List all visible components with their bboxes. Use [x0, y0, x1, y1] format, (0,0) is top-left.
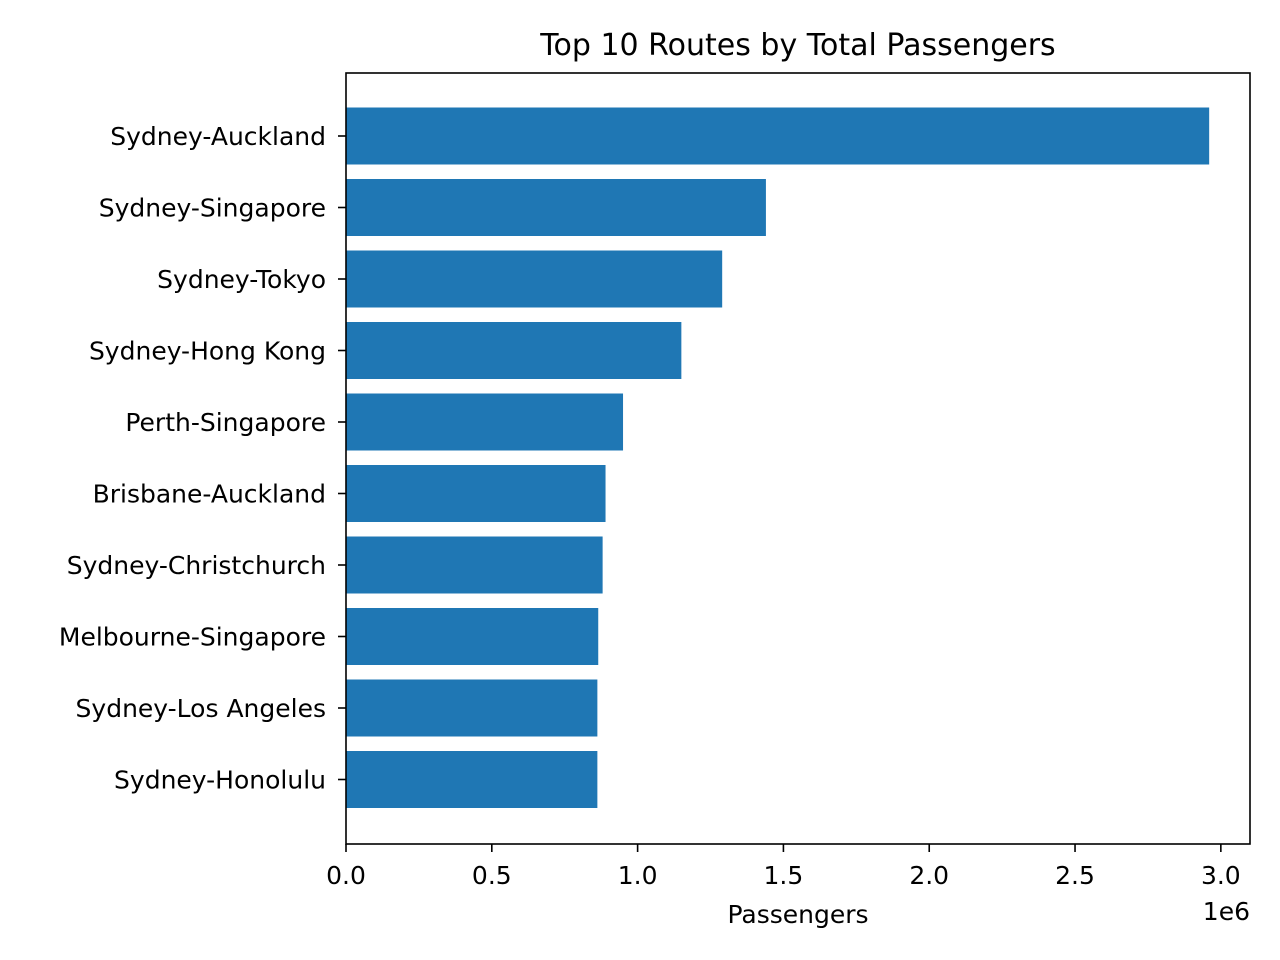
x-tick-label: 1.0 [618, 861, 658, 890]
x-tick-label: 2.5 [1055, 861, 1095, 890]
plot-frame [345, 72, 1251, 845]
bar-melbourne-singapore [346, 608, 599, 665]
bar-sydney-hong-kong [346, 322, 682, 379]
y-tick-label: Sydney-Singapore [99, 194, 326, 223]
x-tick-label: 2.0 [909, 861, 949, 890]
x-tick-label: 3.0 [1201, 861, 1241, 890]
bars-group [346, 107, 1210, 808]
y-tick-label: Sydney-Tokyo [157, 265, 326, 294]
bar-sydney-singapore [346, 179, 766, 236]
bar-sydney-los-angeles [346, 679, 598, 737]
y-tick-label: Sydney-Honolulu [114, 766, 326, 795]
bar-sydney-christchurch [346, 536, 603, 594]
bar-sydney-honolulu [346, 751, 598, 808]
bar-perth-singapore [346, 393, 624, 451]
bar-brisbane-auckland [346, 465, 606, 522]
y-tick-label: Melbourne-Singapore [59, 623, 326, 652]
y-tick-label: Sydney-Auckland [110, 122, 326, 151]
y-ticks-group: Sydney-Auckland Sydney-Singapore Sydney-To… [59, 122, 346, 795]
y-tick-label: Sydney-Christchurch [67, 551, 326, 580]
x-ticks-group: 0.0 0.5 1.0 1.5 2.0 2.5 3.0 [326, 844, 1241, 890]
x-axis-offset-label: 1e6 [1203, 897, 1250, 926]
x-tick-label: 0.5 [472, 861, 512, 890]
x-tick-label: 1.5 [764, 861, 804, 890]
y-tick-label: Sydney-Los Angeles [76, 694, 326, 723]
bar-sydney-auckland [346, 107, 1210, 165]
x-axis-label: Passengers [727, 900, 868, 929]
y-tick-label: Brisbane-Auckland [93, 480, 326, 509]
y-tick-label: Sydney-Hong Kong [89, 337, 326, 366]
chart-title: Top 10 Routes by Total Passengers [539, 28, 1055, 63]
bar-sydney-tokyo [346, 250, 723, 308]
x-tick-label: 0.0 [326, 861, 366, 890]
y-tick-label: Perth-Singapore [125, 408, 326, 437]
